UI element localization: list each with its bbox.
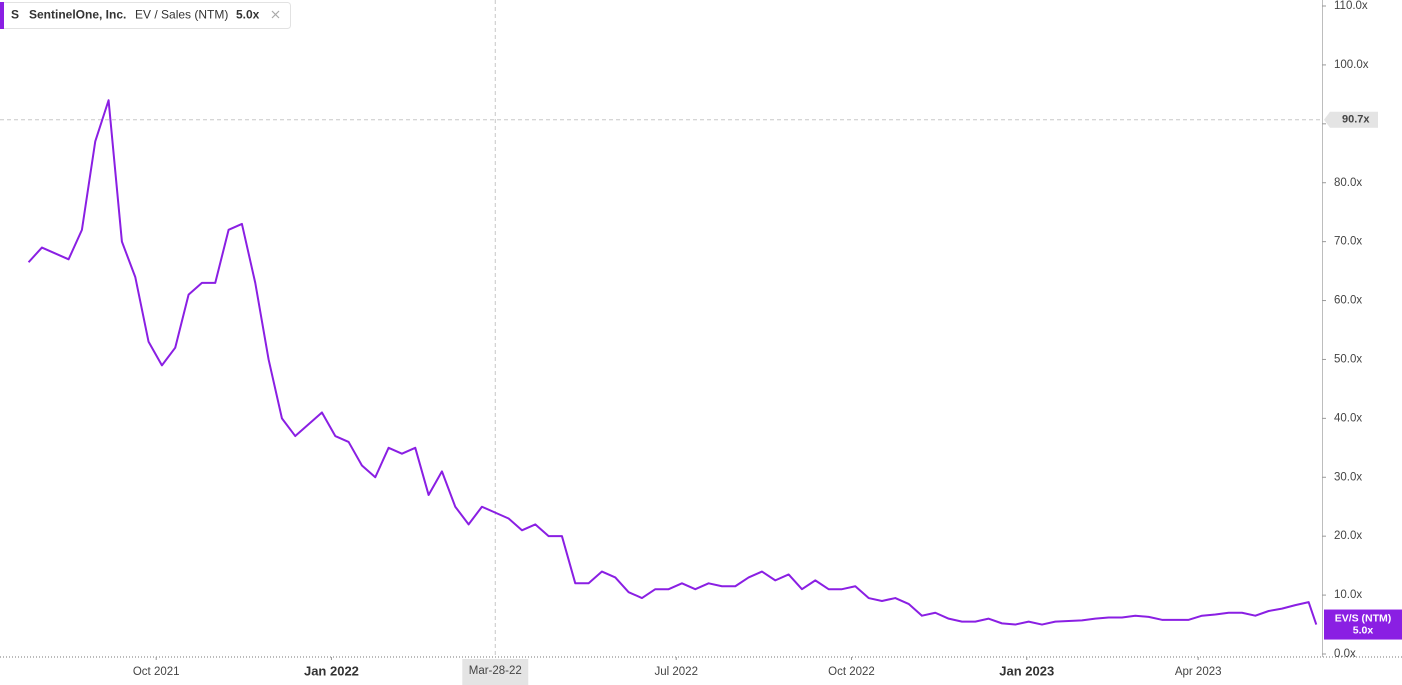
legend-metric: EV / Sales (NTM)	[135, 8, 228, 22]
y-tick-label: 80.0x	[1334, 177, 1362, 189]
legend-name: SentinelOne, Inc.	[29, 8, 126, 22]
crosshair-y-box	[1324, 111, 1378, 128]
crosshair-x-box	[462, 659, 529, 685]
y-tick-label: 70.0x	[1334, 236, 1362, 248]
y-tick-label: 50.0x	[1334, 353, 1362, 365]
y-tick-label: 110.0x	[1334, 0, 1368, 12]
x-tick-label: Oct 2022	[828, 666, 875, 678]
legend-value: 5.0x	[236, 8, 260, 22]
last-value-metric: EV/S (NTM)	[1335, 612, 1392, 624]
last-value-tag	[1324, 609, 1402, 640]
crosshair-y-label: 90.7x	[1342, 114, 1370, 126]
y-tick-label: 20.0x	[1334, 530, 1362, 542]
y-tick-label: 40.0x	[1334, 412, 1362, 424]
series-line	[27, 99, 1318, 626]
x-tick-label: Apr 2023	[1175, 666, 1222, 678]
y-tick-label: 10.0x	[1334, 589, 1362, 601]
y-tick-label: 100.0x	[1334, 59, 1369, 71]
y-tick-label: 30.0x	[1334, 471, 1362, 483]
last-value-label: 5.0x	[1353, 624, 1374, 636]
legend-swatch	[0, 2, 4, 29]
x-tick-label: Oct 2021	[133, 666, 180, 678]
y-tick-label: 0.0x	[1334, 648, 1356, 660]
x-tick-label: Jan 2022	[304, 663, 359, 678]
x-tick-label: Jul 2022	[654, 666, 697, 678]
x-tick-label: Jan 2023	[999, 663, 1054, 678]
y-tick-label: 60.0x	[1334, 295, 1362, 307]
legend-close[interactable]	[271, 10, 280, 19]
legend-ticker: S	[11, 8, 19, 22]
close-icon[interactable]	[271, 10, 280, 19]
legend: S SentinelOne, Inc. EV / Sales (NTM) 5.0…	[0, 2, 291, 29]
crosshair-x-label: Mar-28-22	[469, 665, 522, 677]
